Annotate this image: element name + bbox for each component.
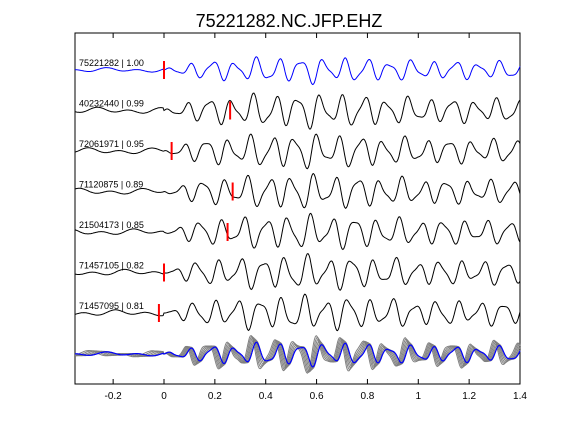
trace-labels-layer: 75221282 | 1.00 40232440 | 0.99 72061971 |… [79,58,144,311]
x-tick-label-0: -0.2 [105,391,123,402]
x-axis: -0.2 0 0.2 0.4 0.6 0.8 1 1.2 1.4 [105,33,527,402]
trace-line-4 [74,212,521,251]
x-tick-label-8: 1.4 [513,391,527,402]
x-tick-label-2: 0.2 [208,391,222,402]
x-tick-label-5: 0.8 [360,391,374,402]
trace-line-6 [74,293,521,332]
trace-line-1 [74,92,521,130]
trace-label-4: 21504173 | 0.85 [79,220,144,230]
chart-title: 75221282.NC.JFP.EHZ [196,11,383,31]
trace-label-0: 75221282 | 1.00 [79,58,144,68]
trace-label-2: 72061971 | 0.95 [79,139,144,149]
stack-layer [74,335,521,374]
picks-layer [157,61,234,322]
x-tick-label-6: 1 [416,391,422,402]
stack-reference-trace [75,341,521,368]
stack-trace-5 [74,335,521,374]
x-tick-label-4: 0.6 [310,391,324,402]
plot-area [74,32,521,385]
trace-label-3: 71120875 | 0.89 [79,180,143,190]
x-tick-label-7: 1.2 [462,391,476,402]
trace-line-3 [74,172,521,209]
trace-label-6: 71457095 | 0.81 [79,301,144,311]
trace-line-2 [74,133,521,170]
x-tick-label-1: 0 [161,391,167,402]
trace-label-5: 71457105 | 0.82 [79,261,144,271]
trace-line-0 [75,56,521,86]
traces-layer [74,56,521,332]
trace-label-1: 40232440 | 0.99 [79,99,144,109]
trace-line-5 [74,253,521,291]
stack-trace-4 [75,335,521,373]
x-tick-label-3: 0.4 [259,391,273,402]
